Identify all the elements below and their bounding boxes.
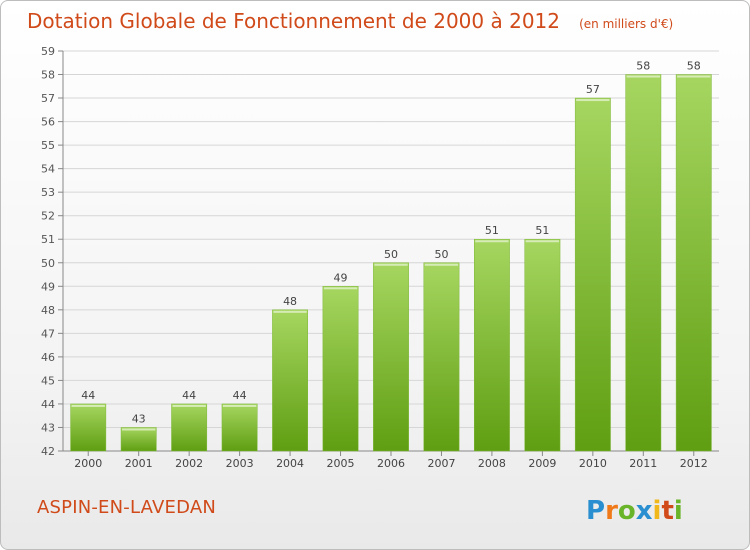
x-tick-label: 2006 [377,457,405,470]
bar-highlight [424,263,459,266]
y-tick-label: 57 [41,92,55,105]
bar-2003 [221,403,258,452]
data-label: 51 [485,224,499,237]
y-tick-label: 42 [41,445,55,458]
bar-2004 [272,309,308,452]
y-tick-label: 45 [41,374,55,387]
bar-2010 [574,97,611,452]
y-tick-label: 51 [41,233,55,246]
data-label: 58 [636,60,650,73]
bar-highlight [626,75,660,78]
y-tick-label: 56 [41,116,55,129]
chart-title: Dotation Globale de Fonctionnement de 20… [27,9,560,33]
bar-2011 [625,74,662,452]
bar-highlight [525,240,560,243]
y-tick-label: 49 [41,280,55,293]
title-row: Dotation Globale de Fonctionnement de 20… [27,9,673,33]
x-tick-label: 2009 [528,457,556,470]
bar-highlight [172,404,206,407]
x-tick-label: 2002 [175,457,203,470]
y-tick-label: 44 [41,398,55,411]
x-tick-label: 2003 [226,457,254,470]
bar-highlight [273,310,307,313]
data-label: 57 [586,83,600,96]
x-tick-label: 2004 [276,457,304,470]
x-tick-label: 2000 [74,457,102,470]
data-label: 44 [81,389,95,402]
data-label: 50 [384,248,398,261]
bar-2007 [423,262,460,452]
y-tick-label: 43 [41,421,55,434]
bar-2009 [524,238,561,452]
y-tick-label: 46 [41,351,55,364]
x-tick-label: 2012 [680,457,708,470]
x-tick-label: 2011 [629,457,657,470]
data-label: 44 [233,389,247,402]
bar-highlight [576,99,610,102]
bar-highlight [222,404,257,407]
bar-2008 [474,238,510,452]
data-label: 48 [283,295,297,308]
x-tick-label: 2001 [125,457,153,470]
y-tick-label: 55 [41,139,55,152]
bar-2005 [322,286,359,452]
bar-2001 [120,427,157,452]
bar-2006 [373,262,409,452]
data-label: 50 [434,248,448,261]
bar-highlight [71,404,105,407]
bar-2012 [675,74,712,452]
x-tick-label: 2008 [478,457,506,470]
data-label: 43 [132,412,146,425]
data-label: 58 [687,60,701,73]
bar-highlight [374,263,408,266]
commune-name: ASPIN-EN-LAVEDAN [37,497,217,518]
y-tick-label: 53 [41,186,55,199]
bar-highlight [475,240,509,243]
y-tick-label: 48 [41,304,55,317]
data-label: 51 [535,224,549,237]
bar-highlight [677,75,711,78]
x-tick-label: 2010 [579,457,607,470]
bar-highlight [323,287,358,290]
y-tick-label: 47 [41,327,55,340]
bar-2000 [70,403,107,452]
svg-text:Proxiti: Proxiti [586,496,683,526]
chart-subtitle: (en milliers d'€) [579,17,674,31]
x-tick-label: 2007 [427,457,455,470]
bars [70,74,712,452]
bar-2002 [171,403,208,452]
y-tick-label: 54 [41,163,55,176]
bar-highlight [122,428,156,431]
y-tick-label: 52 [41,210,55,223]
proxiti-logo: Proxiti [586,496,683,526]
x-tick-label: 2005 [327,457,355,470]
data-labels: 44 43 44 44 48 49 50 50 51 51 57 58 58 [81,60,701,426]
y-tick-label: 50 [41,257,55,270]
data-label: 49 [334,271,348,284]
y-tick-label: 59 [41,45,55,58]
data-label: 44 [182,389,196,402]
y-tick-label: 58 [41,69,55,82]
